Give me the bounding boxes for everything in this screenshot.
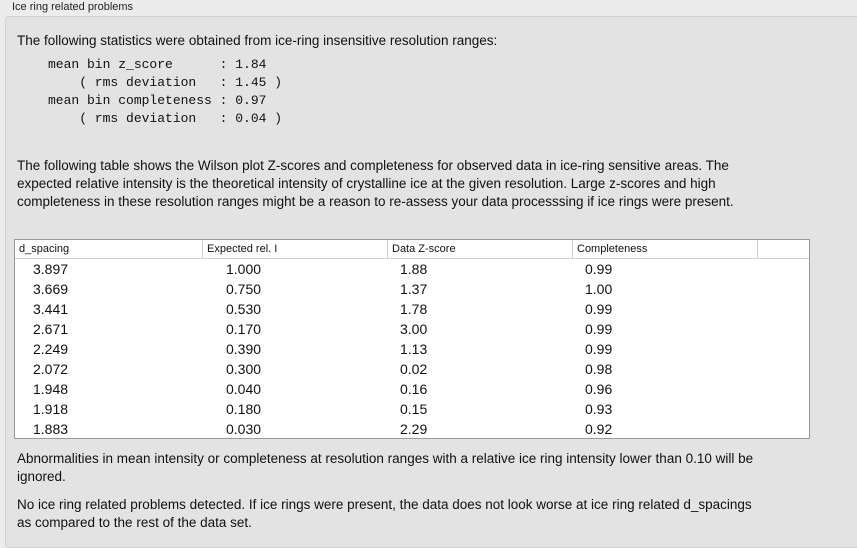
table-cell: 0.15 xyxy=(400,401,428,417)
table-cell: 0.180 xyxy=(226,401,262,417)
table-cell: 0.96 xyxy=(585,381,613,397)
table-cell: 2.29 xyxy=(400,421,428,437)
column-header-d-spacing[interactable]: d_spacing xyxy=(15,240,203,258)
column-header-expected-rel-i[interactable]: Expected rel. I xyxy=(203,240,388,258)
table-cell: 2.671 xyxy=(33,321,69,337)
table-cell: 3.897 xyxy=(33,261,69,277)
table-row[interactable]: 2.671 0.170 3.00 0.99 xyxy=(15,319,809,339)
table-cell: 0.030 xyxy=(226,421,262,437)
table-row[interactable]: 3.669 0.750 1.37 1.00 xyxy=(15,279,809,299)
group-title: Ice ring related problems xyxy=(12,1,134,13)
table-cell: 0.98 xyxy=(585,361,613,377)
table-cell: 1.000 xyxy=(226,261,262,277)
table-cell: 0.99 xyxy=(585,301,613,317)
table-cell: 0.530 xyxy=(226,301,262,317)
table-cell: 3.441 xyxy=(33,301,69,317)
table-cell: 1.78 xyxy=(400,301,428,317)
table-cell: 1.13 xyxy=(400,341,428,357)
table-cell: 0.300 xyxy=(226,361,262,377)
conclusion-text: No ice ring related problems detected. I… xyxy=(17,497,752,530)
table-intro-text: The following table shows the Wilson plo… xyxy=(17,158,734,209)
table-cell: 0.99 xyxy=(585,321,613,337)
table-cell: 2.249 xyxy=(33,341,69,357)
stats-block: mean bin z_score : 1.84 ( rms deviation … xyxy=(48,57,283,126)
table-cell: 0.750 xyxy=(226,281,262,297)
table-cell: 1.37 xyxy=(400,281,428,297)
column-header-empty xyxy=(758,240,809,258)
table-cell: 0.02 xyxy=(400,361,428,377)
note-text: Abnormalities in mean intensity or compl… xyxy=(17,451,754,484)
table-row[interactable]: 1.948 0.040 0.16 0.96 xyxy=(15,379,809,399)
table-cell: 0.92 xyxy=(585,421,613,437)
table-cell: 0.16 xyxy=(400,381,428,397)
table-row[interactable]: 1.918 0.180 0.15 0.93 xyxy=(15,399,809,419)
table-cell: 3.00 xyxy=(400,321,428,337)
table-cell: 1.918 xyxy=(33,401,69,417)
table-cell: 1.948 xyxy=(33,381,69,397)
ice-ring-table[interactable]: d_spacing Expected rel. I Data Z-score C… xyxy=(14,239,810,439)
table-cell: 1.883 xyxy=(33,421,69,437)
table-cell: 0.99 xyxy=(585,261,613,277)
table-cell: 0.99 xyxy=(585,341,613,357)
table-cell: 0.390 xyxy=(226,341,262,357)
table-header: d_spacing Expected rel. I Data Z-score C… xyxy=(15,240,809,259)
table-cell: 1.88 xyxy=(400,261,428,277)
table-cell: 3.669 xyxy=(33,281,69,297)
table-row[interactable]: 2.072 0.300 0.02 0.98 xyxy=(15,359,809,379)
table-cell: 1.00 xyxy=(585,281,613,297)
intro-text: The following statistics were obtained f… xyxy=(17,33,498,48)
table-cell: 0.040 xyxy=(226,381,262,397)
column-header-completeness[interactable]: Completeness xyxy=(573,240,758,258)
table-row[interactable]: 2.249 0.390 1.13 0.99 xyxy=(15,339,809,359)
table-row[interactable]: 1.883 0.030 2.29 0.92 xyxy=(15,419,809,439)
table-cell: 0.93 xyxy=(585,401,613,417)
table-row[interactable]: 3.441 0.530 1.78 0.99 xyxy=(15,299,809,319)
table-row[interactable]: 3.897 1.000 1.88 0.99 xyxy=(15,259,809,279)
column-header-data-z-score[interactable]: Data Z-score xyxy=(388,240,573,258)
table-cell: 2.072 xyxy=(33,361,69,377)
table-cell: 0.170 xyxy=(226,321,262,337)
